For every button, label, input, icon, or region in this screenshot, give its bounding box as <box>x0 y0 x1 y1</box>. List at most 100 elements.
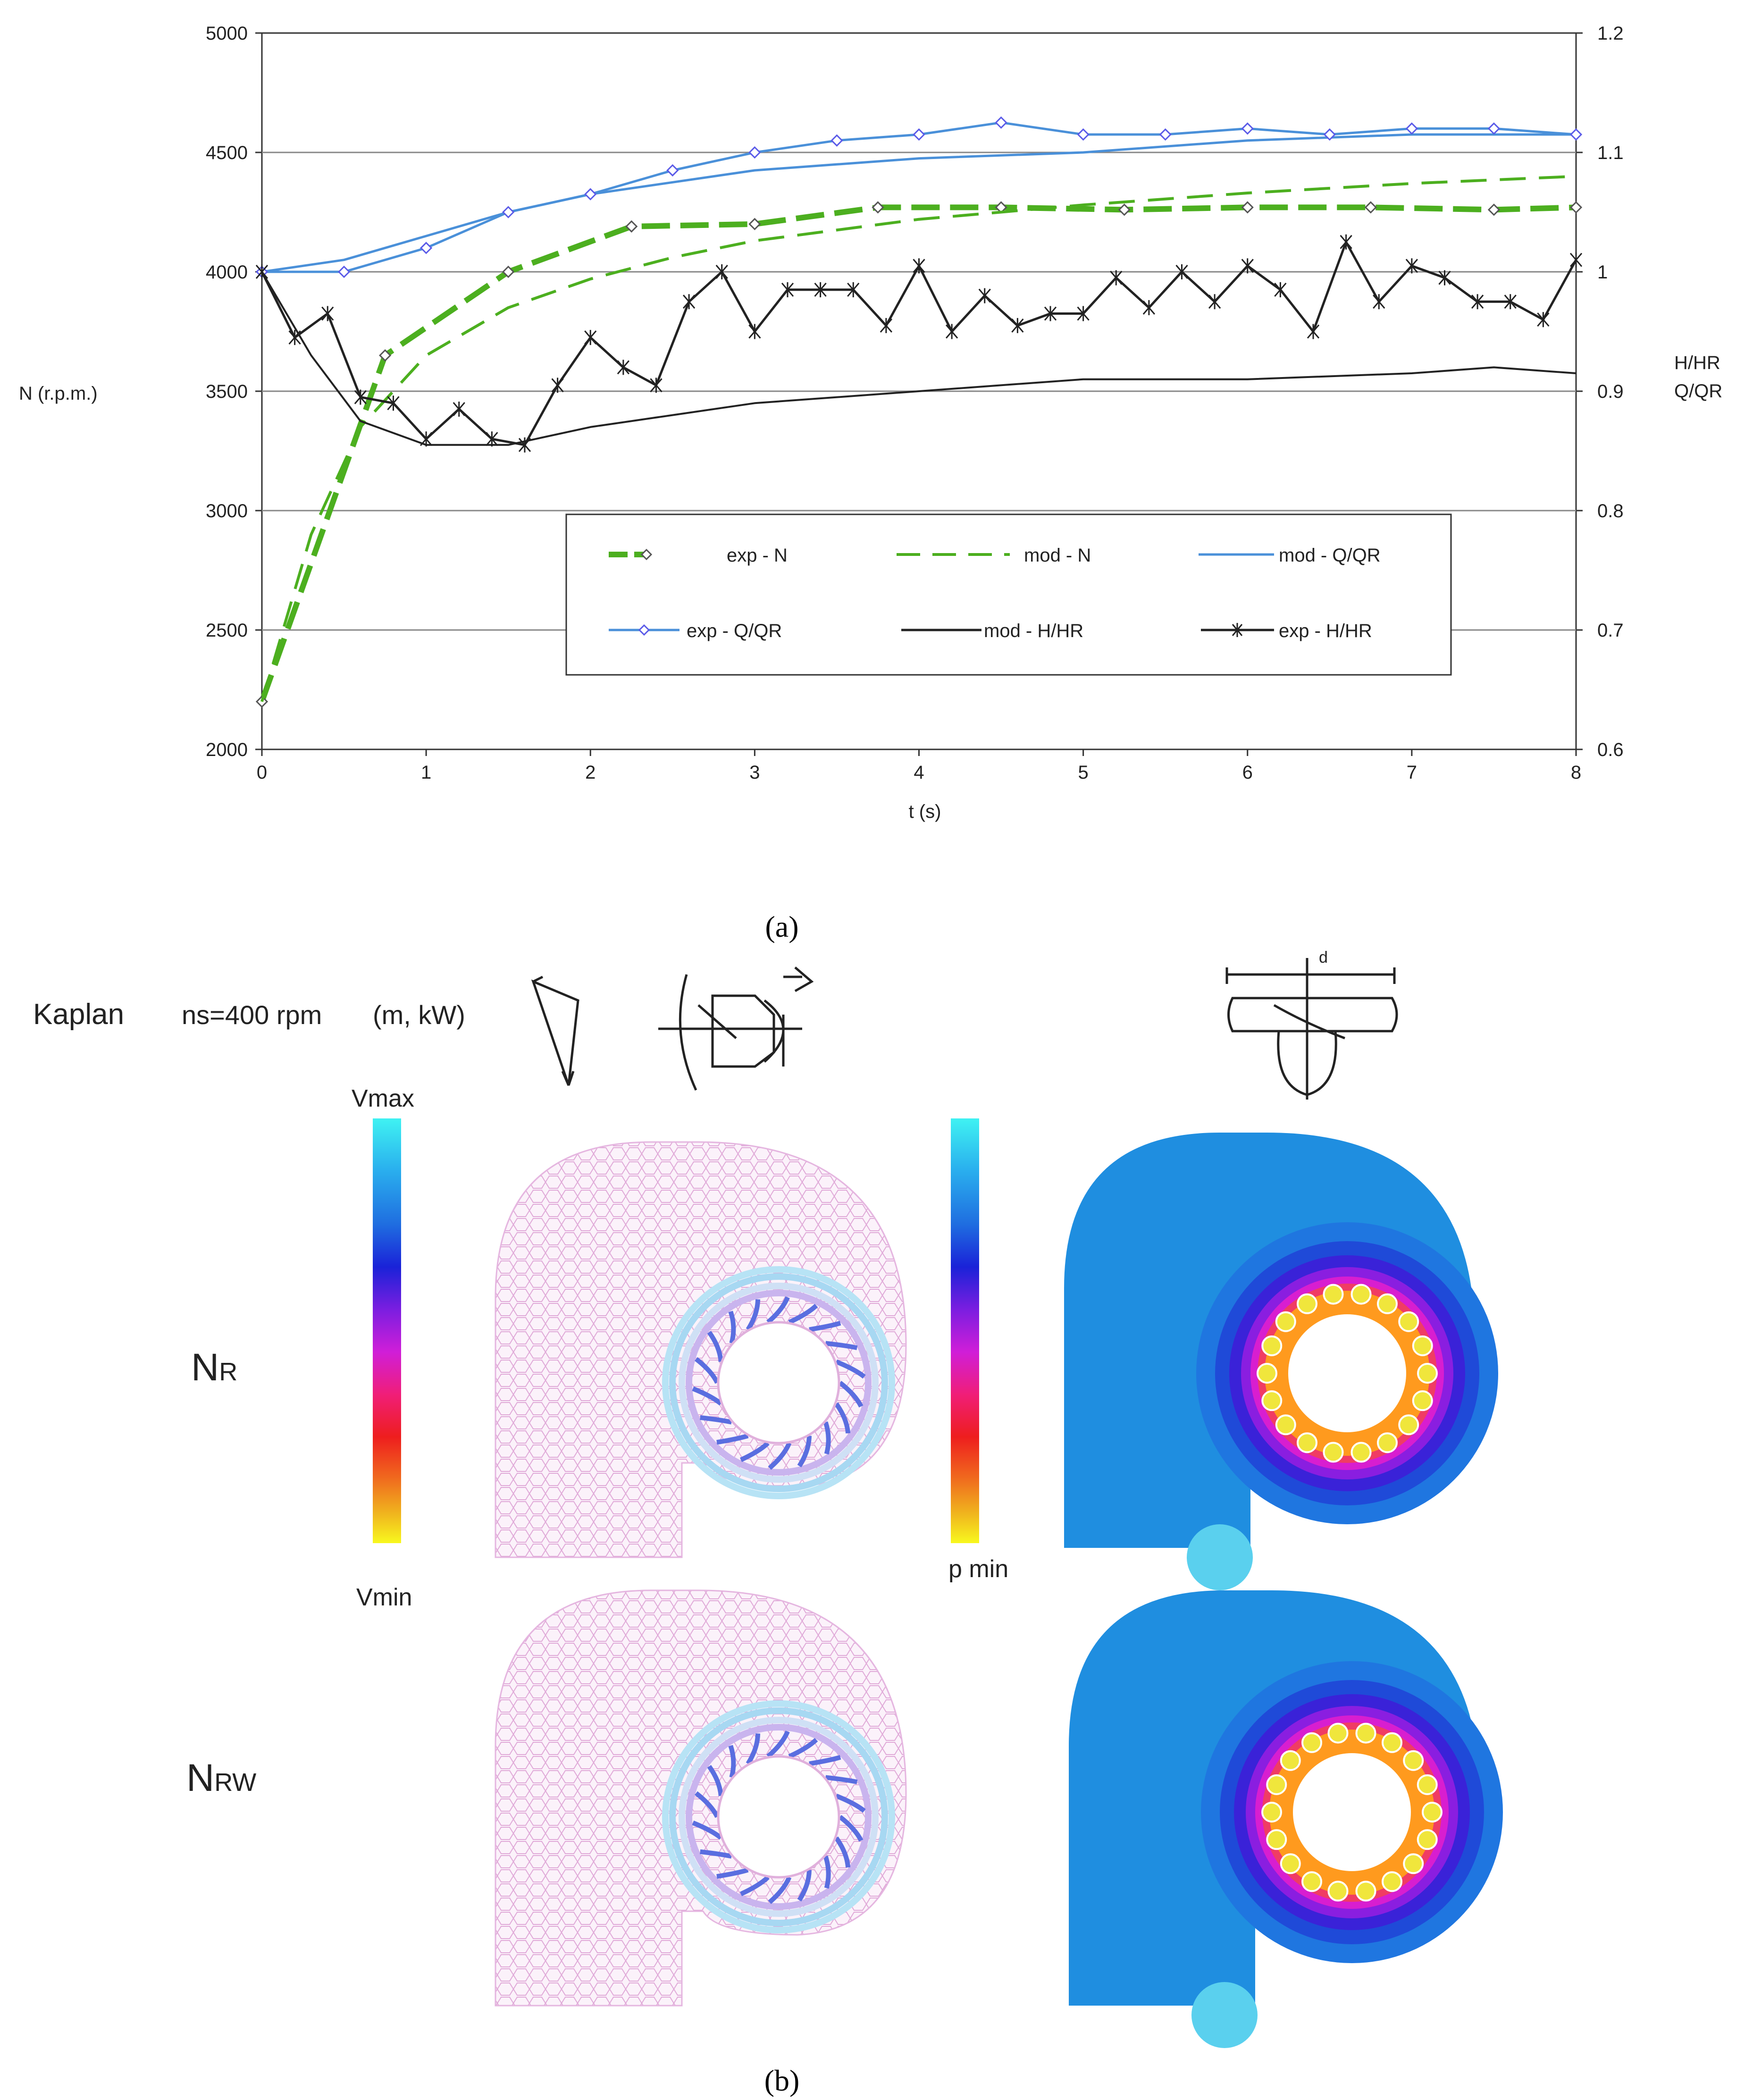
data-point-exp-n <box>748 218 761 230</box>
contour-blade <box>1266 1774 1287 1795</box>
data-point-exp-h-hr <box>650 378 663 393</box>
contour-blade <box>1280 1750 1301 1771</box>
data-point-exp-q-qr <box>584 188 597 201</box>
legend-marker-exp-q <box>638 624 650 636</box>
pmin-label: p min <box>948 1555 1008 1583</box>
series-line-exp-n <box>259 204 1577 703</box>
contour-blade <box>1417 1829 1438 1850</box>
legend-label-mod-n: mod - N <box>1024 545 1091 566</box>
mesh-ring <box>679 1283 879 1483</box>
mesh-blade <box>788 1303 818 1325</box>
data-point-exp-h-hr <box>1537 312 1550 328</box>
mesh-hub <box>717 1321 840 1445</box>
y-right-tick-label: 0.7 <box>1597 620 1624 641</box>
y-axis-right-label-bottom: Q/QR <box>1674 381 1722 402</box>
mesh-ring <box>686 1290 872 1476</box>
legend-marker-exp-h <box>1232 623 1243 637</box>
mesh-ring <box>679 1717 879 1917</box>
data-point-exp-q-qr <box>1569 128 1583 141</box>
mesh-blade <box>835 1359 866 1379</box>
velocity-mesh-volute-nr <box>495 1141 907 1558</box>
contour-outlet-patch <box>1191 1982 1258 2048</box>
legend-label-exp-n: exp - N <box>727 545 788 566</box>
data-point-exp-q-qr <box>1241 122 1254 135</box>
data-point-exp-h-hr <box>1274 282 1287 297</box>
series-line-mod-n <box>260 175 1577 702</box>
data-point-exp-h-hr <box>1471 294 1484 310</box>
mesh-blade <box>809 1320 841 1332</box>
mesh-blade <box>740 1441 770 1462</box>
data-point-exp-h-hr <box>913 258 925 274</box>
data-point-exp-h-hr <box>1142 300 1156 315</box>
data-point-exp-h-hr <box>1208 294 1221 310</box>
mesh-blade <box>707 1330 723 1362</box>
y-axis-left-ticks: 2000 2500 3000 3500 4000 4500 5000 <box>206 23 262 760</box>
x-axis-ticks: 0 1 2 3 4 5 6 7 8 <box>257 749 1581 783</box>
data-point-exp-h-hr <box>945 324 958 339</box>
x-tick-label: 8 <box>1571 762 1581 783</box>
pressure-colorbar <box>951 1118 979 1543</box>
legend-label-exp-h: exp - H/HR <box>1279 621 1372 641</box>
y-right-tick-label: 1.2 <box>1597 23 1624 44</box>
vmin-label: Vmin <box>356 1584 412 1611</box>
y-right-tick-label: 0.6 <box>1597 739 1624 760</box>
contour-blade <box>1323 1284 1344 1305</box>
contour-blade <box>1280 1853 1301 1874</box>
panel-b: Kaplan ns=400 rpm (m, kW) d Vma <box>33 949 1503 2048</box>
mesh-blade <box>768 1442 792 1470</box>
data-point-exp-n <box>872 201 884 214</box>
y-left-tick-label: 3500 <box>206 381 248 402</box>
data-point-exp-h-hr <box>1307 324 1320 339</box>
legend-marker-exp-n <box>640 548 653 561</box>
contour-blade <box>1412 1390 1433 1411</box>
x-axis-label: t (s) <box>909 801 941 822</box>
legend-box <box>565 513 1452 676</box>
contour-blade <box>1398 1311 1419 1332</box>
contour-blade <box>1323 1442 1344 1463</box>
contour-blade <box>1398 1414 1419 1436</box>
contour-blade <box>1417 1774 1438 1795</box>
data-point-exp-q-qr <box>1405 122 1418 135</box>
kaplan-title: Kaplan <box>33 998 124 1031</box>
sketch-d-label: d <box>1319 949 1328 966</box>
contour-blade <box>1266 1829 1287 1850</box>
contour-blade <box>1382 1732 1402 1753</box>
contour-blade <box>1355 1881 1376 1902</box>
y-left-tick-label: 3000 <box>206 501 248 521</box>
mesh-blade <box>740 1875 770 1897</box>
row-label-nr: NR <box>191 1346 237 1389</box>
contour-blade <box>1377 1293 1398 1314</box>
contour-blade <box>1275 1414 1296 1436</box>
data-point-exp-h-hr <box>321 306 334 321</box>
contour-blade <box>1377 1432 1398 1453</box>
mesh-ring <box>686 1724 872 1910</box>
y-right-tick-label: 1 <box>1597 262 1608 283</box>
contour-blade <box>1417 1363 1438 1384</box>
mesh-blade <box>823 1421 831 1455</box>
data-point-exp-h-hr <box>748 324 761 339</box>
data-point-exp-h-hr <box>1405 258 1418 274</box>
y-axis-right-label-top: H/HR <box>1674 353 1720 373</box>
data-point-exp-q-qr <box>913 128 925 141</box>
contour-blade <box>1403 1853 1424 1874</box>
pressure-contour-volute-nrw <box>1069 1590 1503 2048</box>
data-point-exp-q-qr <box>995 116 1007 129</box>
data-point-exp-h-hr <box>1110 270 1123 286</box>
y-left-tick-label: 2500 <box>206 620 248 641</box>
contour-blade <box>1261 1802 1282 1823</box>
mesh-blade <box>700 1849 732 1859</box>
mesh-volute-body <box>495 1141 907 1558</box>
data-point-exp-h-hr <box>978 288 991 303</box>
data-point-exp-n <box>502 265 515 278</box>
y-right-tick-label: 0.9 <box>1597 381 1624 402</box>
data-point-exp-h-hr <box>880 318 893 333</box>
contour-blade <box>1297 1293 1317 1314</box>
runner-side-sketch <box>658 966 814 1091</box>
contour-blade <box>1382 1871 1402 1892</box>
mesh-blade <box>797 1436 812 1468</box>
data-point-exp-q-qr <box>337 265 351 278</box>
mesh-blade <box>788 1738 818 1759</box>
data-point-exp-h-hr <box>1504 294 1517 310</box>
contour-blade <box>1261 1390 1283 1411</box>
